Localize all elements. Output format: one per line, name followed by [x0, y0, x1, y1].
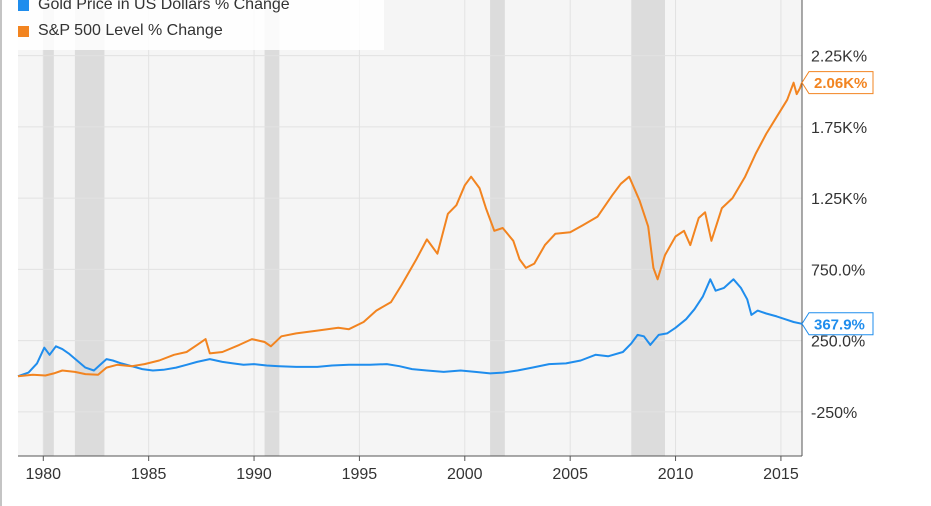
recession-band — [43, 0, 54, 456]
y-tick-label: 2.25K% — [811, 49, 867, 66]
recession-band — [74, 0, 105, 456]
legend-item-gold[interactable]: Gold Price in US Dollars % Change — [18, 0, 374, 18]
sp500-series-line — [17, 81, 803, 378]
sp500-swatch-icon — [18, 25, 29, 37]
legend-label-sp500: S&P 500 Level % Change — [38, 22, 223, 39]
gold-series-line — [17, 278, 803, 378]
x-tick-label: 2015 — [763, 466, 799, 483]
gold-end-callout — [801, 312, 874, 336]
recession-band — [490, 0, 505, 456]
x-tick-label: 2000 — [447, 466, 483, 483]
sp500-end-value: 2.06K% — [814, 75, 867, 92]
legend: Gold Price in US Dollars % Change S&P 50… — [12, 0, 384, 50]
plot-area — [18, 0, 802, 456]
gold-end-value: 367.9% — [814, 316, 865, 333]
sp500-end-callout — [801, 71, 874, 95]
x-tick-label: 1985 — [131, 466, 167, 483]
y-tick-label: 1.25K% — [811, 191, 867, 208]
recession-band — [264, 0, 280, 456]
y-tick-label: 250.0% — [811, 334, 865, 351]
y-tick-label: 750.0% — [811, 262, 865, 279]
x-tick-label: 1980 — [25, 466, 61, 483]
gold-swatch-icon — [18, 0, 29, 11]
legend-item-sp500[interactable]: S&P 500 Level % Change — [18, 18, 374, 44]
x-tick-label: 1995 — [342, 466, 378, 483]
x-tick-label: 2010 — [658, 466, 694, 483]
y-tick-label: -250% — [811, 405, 857, 422]
legend-label-gold: Gold Price in US Dollars % Change — [38, 0, 290, 13]
x-tick-label: 2005 — [552, 466, 588, 483]
y-tick-label: 1.75K% — [811, 120, 867, 137]
x-tick-label: 1990 — [236, 466, 272, 483]
